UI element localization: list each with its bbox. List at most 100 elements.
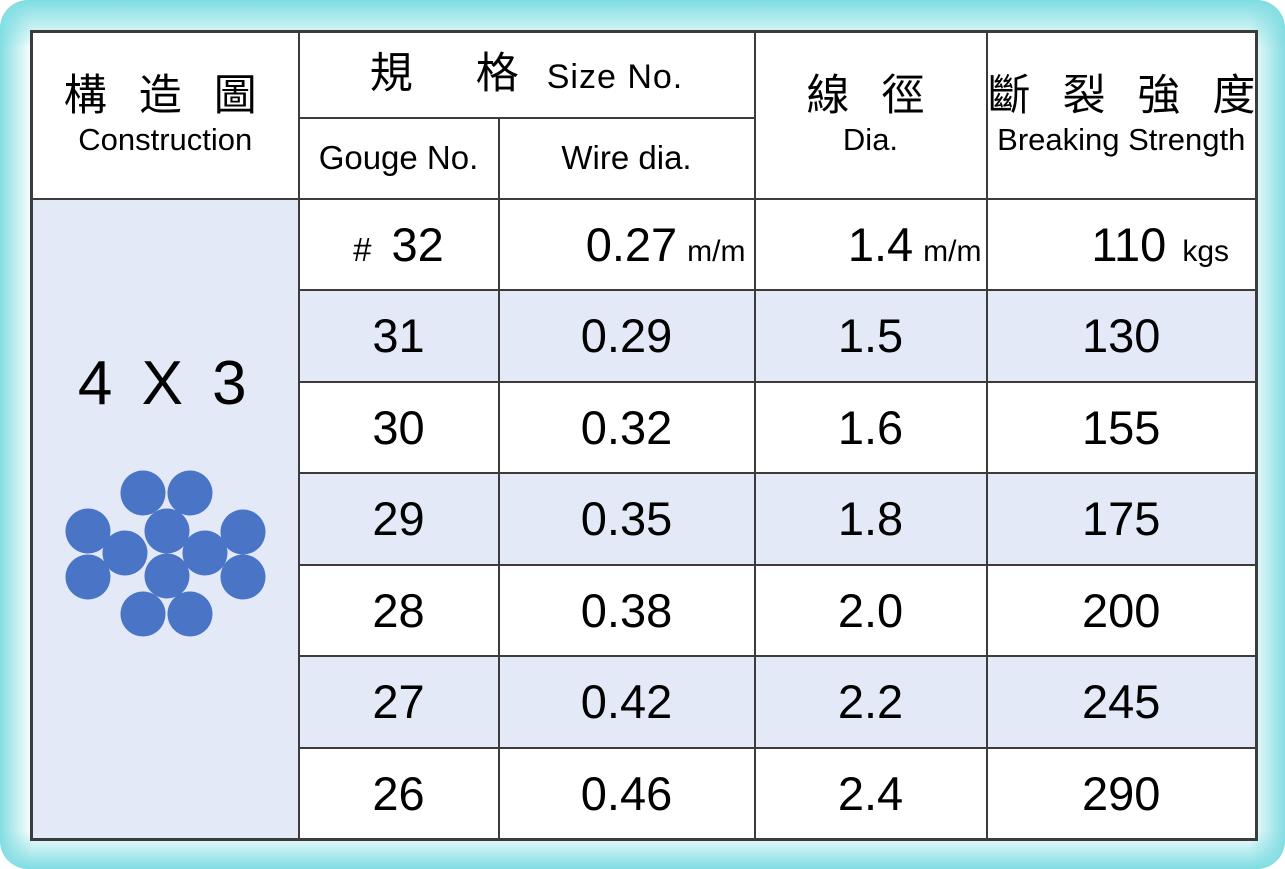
- dia-value: 1.8: [837, 492, 904, 546]
- dia-value: 1.6: [837, 400, 904, 454]
- size-header: 規 格 Size No.: [297, 30, 756, 119]
- strength-unit: kgs: [1182, 234, 1229, 268]
- dia-value: 2.2: [837, 675, 904, 729]
- strength-value: 245: [1082, 675, 1161, 729]
- dia-unit: m/m: [923, 234, 982, 268]
- strength-cell: 155: [985, 380, 1258, 474]
- strength-value: 110: [1091, 217, 1167, 271]
- construction-cell: 4 X 3: [30, 197, 300, 840]
- rope-wire-circle: [182, 530, 228, 575]
- strength-cell: 175: [985, 472, 1258, 566]
- strength-cell: 245: [985, 655, 1258, 749]
- size-header-zh: 規 格: [369, 50, 529, 99]
- rope-wire-circle: [65, 508, 111, 553]
- table-row: 29 0.35 1.8 175: [32, 472, 1258, 566]
- gouge-value: 27: [372, 675, 425, 729]
- strength-cell: 110 kgs: [985, 197, 1258, 291]
- rope-wire-circle: [144, 553, 190, 598]
- gouge-cell: 31: [297, 289, 500, 383]
- wire-dia-cell: 0.35: [497, 472, 756, 566]
- breaking-strength-header-zh: 斷 裂 強 度: [987, 71, 1266, 120]
- dia-cell: 2.4: [753, 746, 988, 840]
- rope-wire-circle: [102, 530, 148, 575]
- rope-wire-circle: [120, 470, 166, 515]
- dia-cell: 1.8: [753, 472, 988, 566]
- gouge-value: 29: [372, 492, 425, 546]
- rope-wire-circle: [120, 591, 166, 636]
- wire-dia-value: 0.38: [580, 583, 673, 637]
- gouge-cell: 27: [297, 655, 500, 749]
- wire-dia-cell: 0.32: [497, 380, 756, 474]
- gouge-cell: 28: [297, 563, 500, 657]
- dia-value: 2.4: [837, 766, 904, 820]
- gouge-cell: 30: [297, 380, 500, 474]
- wire-dia-header: Wire dia.: [497, 116, 756, 200]
- rope-wire-circle: [167, 591, 213, 636]
- construction-header-en: Construction: [78, 122, 253, 158]
- strength-cell: 290: [985, 746, 1258, 840]
- wire-dia-cell: 0.29: [497, 289, 756, 383]
- dia-cell: 1.5: [753, 289, 988, 383]
- construction-header-zh: 構 造 圖: [63, 71, 267, 120]
- wire-dia-value: 0.35: [580, 492, 673, 546]
- rope-wire-circle: [220, 509, 266, 554]
- table-row: 30 0.32 1.6 155: [32, 380, 1258, 474]
- strength-cell: 130: [985, 289, 1258, 383]
- gouge-number-prefix: #: [353, 230, 372, 268]
- rope-wire-circle: [144, 508, 190, 553]
- strength-cell: 200: [985, 563, 1258, 657]
- gouge-value: 32: [391, 217, 444, 271]
- dia-header-zh: 線 徑: [806, 71, 935, 120]
- wire-dia-cell: 0.27 m/m: [497, 197, 756, 291]
- dia-cell: 2.0: [753, 563, 988, 657]
- wire-dia-unit: m/m: [687, 234, 746, 268]
- gouge-cell: 26: [297, 746, 500, 840]
- rope-wire-circle: [220, 554, 266, 599]
- construction-cell-content: 4 X 3: [33, 200, 298, 838]
- gouge-cell: 29: [297, 472, 500, 566]
- dia-value: 1.5: [837, 309, 904, 363]
- rope-construction-label: 4 X 3: [77, 348, 253, 418]
- gouge-no-header: Gouge No.: [297, 116, 500, 200]
- dia-cell: 2.2: [753, 655, 988, 749]
- dia-cell: 1.6: [753, 380, 988, 474]
- table-row: 31 0.29 1.5 130: [32, 289, 1258, 383]
- dia-value: 2.0: [837, 583, 904, 637]
- wire-rope-spec-table: 構 造 圖 Construction 規 格 Size No. 線 徑 Dia. …: [30, 30, 1258, 841]
- construction-header: 構 造 圖 Construction: [30, 30, 300, 200]
- wire-dia-value: 0.29: [580, 309, 673, 363]
- header-row-top: 構 造 圖 Construction 規 格 Size No. 線 徑 Dia. …: [30, 30, 1258, 200]
- dia-cell: 1.4 m/m: [753, 197, 988, 291]
- strength-value: 290: [1082, 766, 1161, 820]
- rope-cross-section-diagram: [65, 470, 266, 636]
- wire-dia-value: 0.27: [585, 217, 678, 271]
- wire-dia-cell: 0.38: [497, 563, 756, 657]
- strength-value: 200: [1082, 583, 1161, 637]
- gouge-cell: #32: [297, 197, 500, 291]
- breaking-strength-header-en: Breaking Strength: [997, 122, 1246, 158]
- size-header-en: Size No.: [546, 58, 684, 97]
- table-row: 27 0.42 2.2 245: [32, 655, 1258, 749]
- wire-dia-value: 0.46: [580, 766, 673, 820]
- strength-value: 130: [1082, 309, 1161, 363]
- header-row-sub: Gouge No. Wire dia.: [32, 116, 1257, 200]
- dia-value: 1.4: [847, 217, 914, 271]
- dia-header: 線 徑 Dia.: [753, 30, 988, 200]
- gouge-value: 26: [372, 766, 425, 820]
- wire-dia-value: 0.42: [580, 675, 673, 729]
- breaking-strength-header: 斷 裂 強 度 Breaking Strength: [985, 30, 1266, 200]
- gouge-value: 28: [372, 583, 425, 637]
- table-row: 26 0.46 2.4 290: [32, 746, 1258, 840]
- strength-value: 155: [1082, 400, 1161, 454]
- table-row: 28 0.38 2.0 200: [32, 563, 1258, 657]
- gouge-value: 30: [372, 400, 425, 454]
- wire-dia-cell: 0.42: [497, 655, 756, 749]
- dia-header-en: Dia.: [842, 122, 899, 158]
- wire-dia-value: 0.32: [580, 400, 673, 454]
- rope-wire-circle: [167, 470, 213, 515]
- rope-wire-circle: [65, 554, 111, 599]
- strength-value: 175: [1082, 492, 1161, 546]
- gouge-value: 31: [372, 309, 425, 363]
- table-row: 4 X 3 #32 0.27 m/m 1.4 m/m 110 kgs: [30, 197, 1258, 840]
